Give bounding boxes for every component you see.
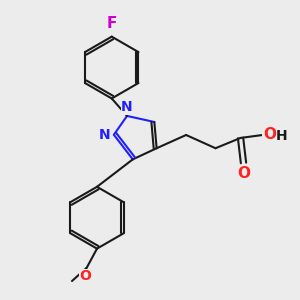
Text: O: O — [263, 128, 276, 142]
Text: N: N — [99, 128, 110, 142]
Text: N: N — [121, 100, 133, 115]
Text: O: O — [237, 166, 250, 181]
Text: F: F — [106, 16, 117, 31]
Text: O: O — [79, 269, 91, 283]
Text: H: H — [276, 129, 287, 142]
